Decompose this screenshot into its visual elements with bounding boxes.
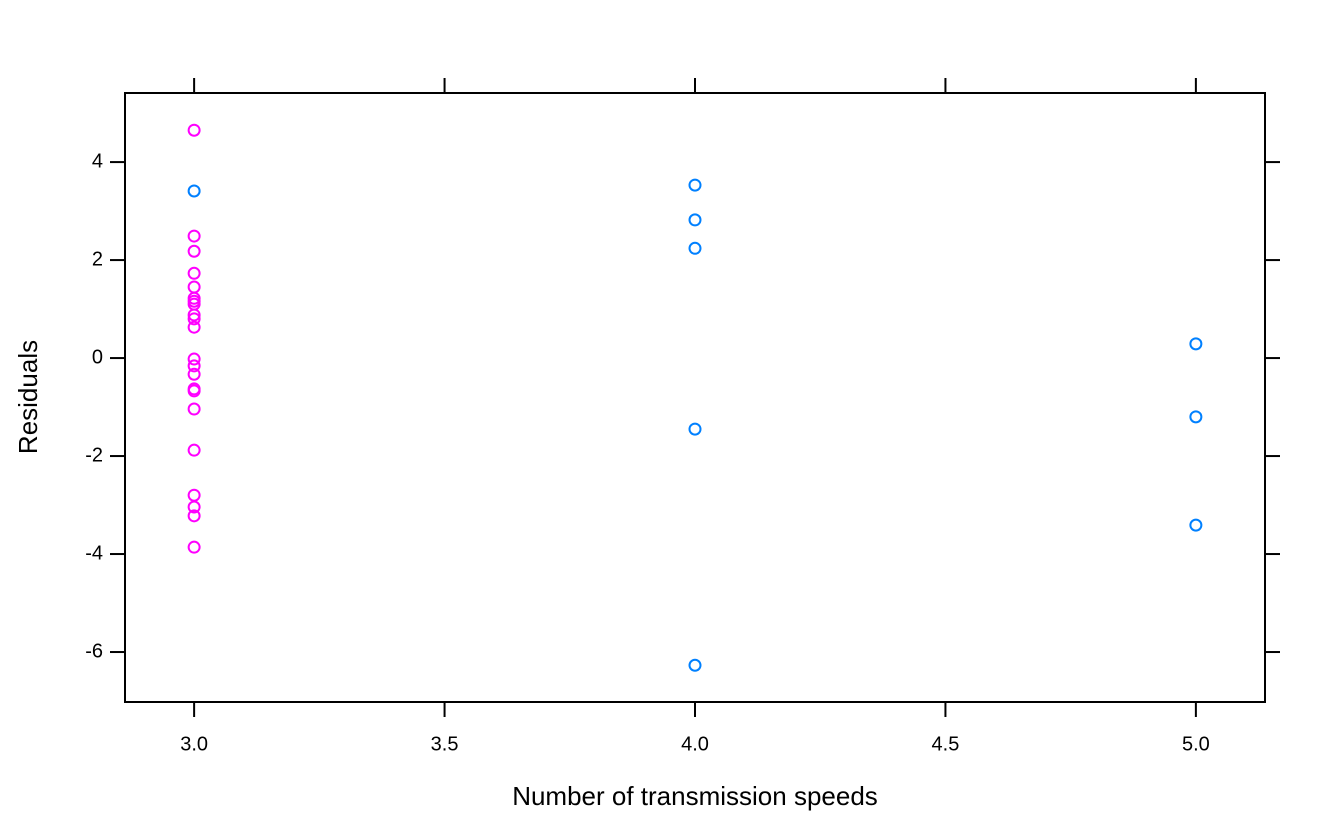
- point: [187, 384, 201, 398]
- x-tick-label: 5.0: [1182, 733, 1210, 755]
- point: [187, 308, 201, 322]
- point: [187, 367, 201, 381]
- x-tick-label: 3.5: [431, 733, 459, 755]
- point: [187, 312, 201, 326]
- point: [187, 488, 201, 502]
- point: [688, 422, 702, 436]
- y-axis-title: Residuals: [13, 340, 43, 454]
- point: [688, 658, 702, 672]
- point: [688, 178, 702, 192]
- y-tick-label: 0: [92, 346, 103, 368]
- point: [187, 359, 201, 373]
- point: [187, 500, 201, 514]
- point: [187, 352, 201, 366]
- x-tick-label: 3.0: [180, 733, 208, 755]
- point: [187, 244, 201, 258]
- point: [187, 229, 201, 243]
- point: [1189, 518, 1203, 532]
- point: [688, 213, 702, 227]
- y-tick-label: -6: [85, 640, 103, 662]
- y-tick-label: -4: [85, 542, 103, 564]
- point: [1189, 410, 1203, 424]
- point: [688, 241, 702, 255]
- point: [187, 280, 201, 294]
- point: [187, 509, 201, 523]
- point: [187, 402, 201, 416]
- point: [187, 540, 201, 554]
- x-tick-label: 4.0: [681, 733, 709, 755]
- y-tick-label: -2: [85, 444, 103, 466]
- y-tick-label: 4: [92, 150, 103, 172]
- point: [187, 184, 201, 198]
- point: [1189, 337, 1203, 351]
- x-tick-label: 4.5: [932, 733, 960, 755]
- point: [187, 443, 201, 457]
- point: [187, 320, 201, 334]
- plot-frame: [124, 92, 1266, 703]
- point: [187, 123, 201, 137]
- y-tick-label: 2: [92, 248, 103, 270]
- x-axis-title: Number of transmission speeds: [512, 781, 878, 811]
- point: [187, 266, 201, 280]
